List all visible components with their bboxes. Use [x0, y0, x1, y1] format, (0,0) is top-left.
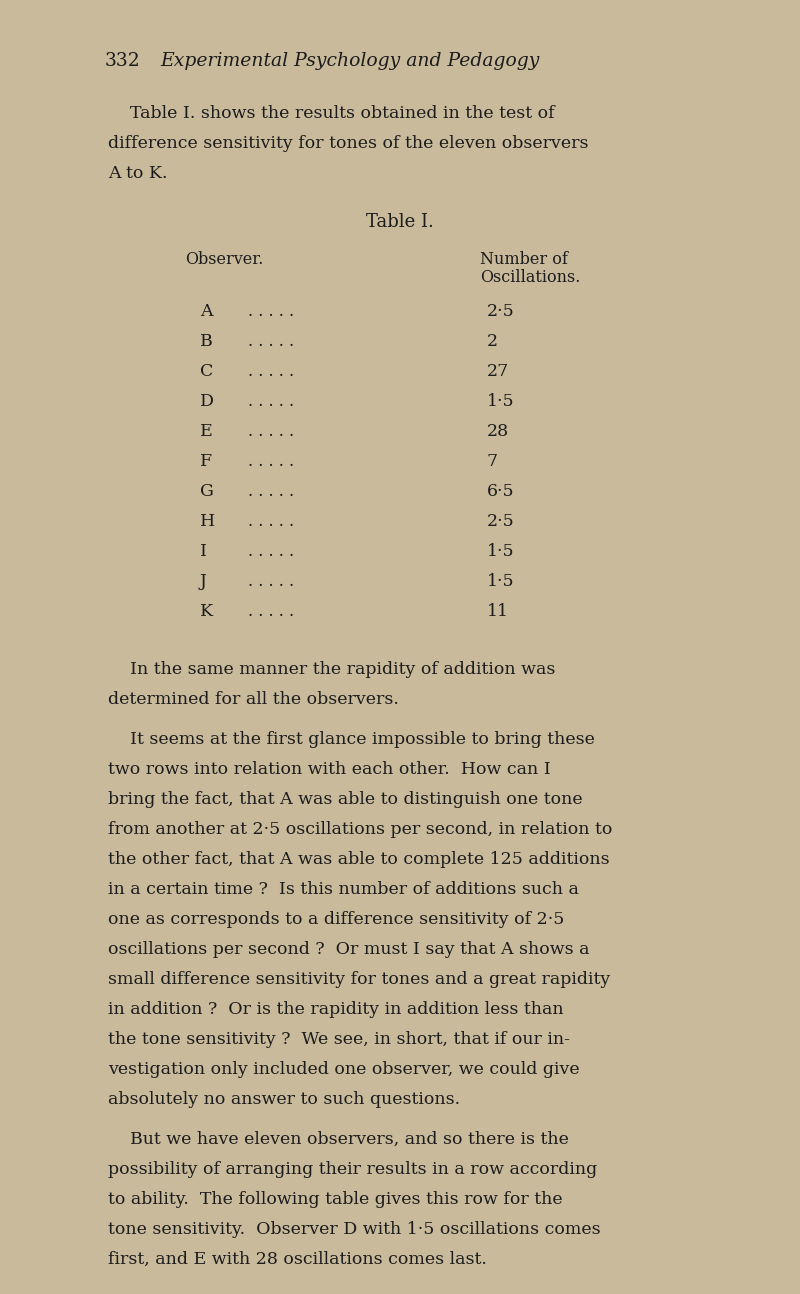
Text: B: B: [200, 333, 213, 349]
Text: to ability.  The following table gives this row for the: to ability. The following table gives th…: [108, 1190, 562, 1209]
Text: Experimental Psychology and Pedagogy: Experimental Psychology and Pedagogy: [160, 52, 539, 70]
Text: from another at 2·5 oscillations per second, in relation to: from another at 2·5 oscillations per sec…: [108, 820, 612, 839]
Text: . . . . .: . . . . .: [248, 333, 294, 349]
Text: 7: 7: [487, 453, 498, 470]
Text: D: D: [200, 393, 214, 410]
Text: . . . . .: . . . . .: [248, 423, 294, 440]
Text: the tone sensitivity ?  We see, in short, that if our in-: the tone sensitivity ? We see, in short,…: [108, 1031, 570, 1048]
Text: first, and E with 28 oscillations comes last.: first, and E with 28 oscillations comes …: [108, 1251, 487, 1268]
Text: 1·5: 1·5: [487, 393, 514, 410]
Text: Observer.: Observer.: [185, 251, 263, 268]
Text: difference sensitivity for tones of the eleven observers: difference sensitivity for tones of the …: [108, 135, 589, 151]
Text: A to K.: A to K.: [108, 166, 167, 182]
Text: possibility of arranging their results in a row according: possibility of arranging their results i…: [108, 1161, 598, 1178]
Text: 332: 332: [105, 52, 141, 70]
Text: J: J: [200, 573, 207, 590]
Text: determined for all the observers.: determined for all the observers.: [108, 691, 399, 708]
Text: two rows into relation with each other.  How can I: two rows into relation with each other. …: [108, 761, 550, 778]
Text: vestigation only included one observer, we could give: vestigation only included one observer, …: [108, 1061, 580, 1078]
Text: Table I. shows the results obtained in the test of: Table I. shows the results obtained in t…: [108, 105, 554, 122]
Text: 2·5: 2·5: [487, 303, 514, 320]
Text: G: G: [200, 483, 214, 499]
Text: tone sensitivity.  Observer D with 1·5 oscillations comes: tone sensitivity. Observer D with 1·5 os…: [108, 1222, 601, 1238]
Text: . . . . .: . . . . .: [248, 364, 294, 380]
Text: . . . . .: . . . . .: [248, 543, 294, 560]
Text: C: C: [200, 364, 214, 380]
Text: In the same manner the rapidity of addition was: In the same manner the rapidity of addit…: [108, 661, 555, 678]
Text: 2·5: 2·5: [487, 512, 514, 531]
Text: . . . . .: . . . . .: [248, 303, 294, 320]
Text: F: F: [200, 453, 212, 470]
Text: 27: 27: [487, 364, 510, 380]
Text: 2: 2: [487, 333, 498, 349]
Text: K: K: [200, 603, 213, 620]
Text: I: I: [200, 543, 207, 560]
Text: bring the fact, that A was able to distinguish one tone: bring the fact, that A was able to disti…: [108, 791, 582, 807]
Text: one as corresponds to a difference sensitivity of 2·5: one as corresponds to a difference sensi…: [108, 911, 564, 928]
Text: 11: 11: [487, 603, 509, 620]
Text: 1·5: 1·5: [487, 543, 514, 560]
Text: H: H: [200, 512, 215, 531]
Text: the other fact, that A was able to complete 125 additions: the other fact, that A was able to compl…: [108, 851, 610, 868]
Text: E: E: [200, 423, 213, 440]
Text: . . . . .: . . . . .: [248, 483, 294, 499]
Text: 6·5: 6·5: [487, 483, 514, 499]
Text: small difference sensitivity for tones and a great rapidity: small difference sensitivity for tones a…: [108, 970, 610, 989]
Text: 28: 28: [487, 423, 509, 440]
Text: . . . . .: . . . . .: [248, 393, 294, 410]
Text: But we have eleven observers, and so there is the: But we have eleven observers, and so the…: [108, 1131, 569, 1148]
Text: absolutely no answer to such questions.: absolutely no answer to such questions.: [108, 1091, 460, 1108]
Text: Oscillations.: Oscillations.: [480, 269, 580, 286]
Text: . . . . .: . . . . .: [248, 573, 294, 590]
Text: Number of: Number of: [480, 251, 568, 268]
Text: in addition ?  Or is the rapidity in addition less than: in addition ? Or is the rapidity in addi…: [108, 1002, 564, 1018]
Text: Table I.: Table I.: [366, 214, 434, 232]
Text: A: A: [200, 303, 213, 320]
Text: It seems at the first glance impossible to bring these: It seems at the first glance impossible …: [108, 731, 595, 748]
Text: . . . . .: . . . . .: [248, 453, 294, 470]
Text: oscillations per second ?  Or must I say that A shows a: oscillations per second ? Or must I say …: [108, 941, 590, 958]
Text: . . . . .: . . . . .: [248, 603, 294, 620]
Text: . . . . .: . . . . .: [248, 512, 294, 531]
Text: 1·5: 1·5: [487, 573, 514, 590]
Text: in a certain time ?  Is this number of additions such a: in a certain time ? Is this number of ad…: [108, 881, 579, 898]
